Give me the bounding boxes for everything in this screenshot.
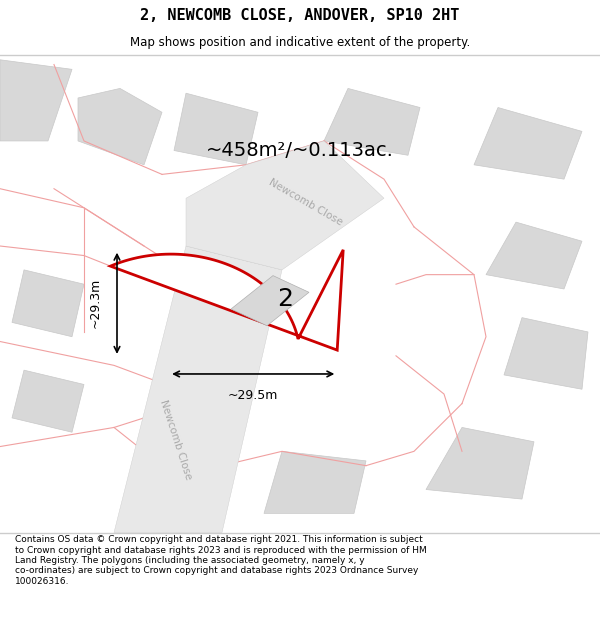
Text: Newcomb Close: Newcomb Close (268, 177, 344, 227)
Text: ~29.3m: ~29.3m (89, 278, 102, 328)
Polygon shape (12, 370, 84, 432)
Polygon shape (264, 451, 366, 513)
Polygon shape (474, 107, 582, 179)
Polygon shape (174, 93, 258, 165)
Text: Contains OS data © Crown copyright and database right 2021. This information is : Contains OS data © Crown copyright and d… (15, 535, 427, 586)
Text: 2: 2 (277, 288, 293, 311)
Text: Map shows position and indicative extent of the property.: Map shows position and indicative extent… (130, 36, 470, 49)
Polygon shape (504, 318, 588, 389)
Text: ~29.5m: ~29.5m (228, 389, 278, 402)
Polygon shape (114, 246, 282, 532)
Polygon shape (324, 88, 420, 155)
Polygon shape (186, 141, 384, 270)
Text: ~458m²/~0.113ac.: ~458m²/~0.113ac. (206, 141, 394, 160)
Polygon shape (231, 276, 309, 326)
Polygon shape (426, 428, 534, 499)
Text: Newcomb Close: Newcomb Close (158, 398, 193, 481)
Text: 2, NEWCOMB CLOSE, ANDOVER, SP10 2HT: 2, NEWCOMB CLOSE, ANDOVER, SP10 2HT (140, 8, 460, 23)
Polygon shape (12, 270, 84, 337)
Polygon shape (0, 60, 72, 141)
Polygon shape (78, 88, 162, 165)
Polygon shape (110, 250, 343, 350)
Polygon shape (486, 222, 582, 289)
